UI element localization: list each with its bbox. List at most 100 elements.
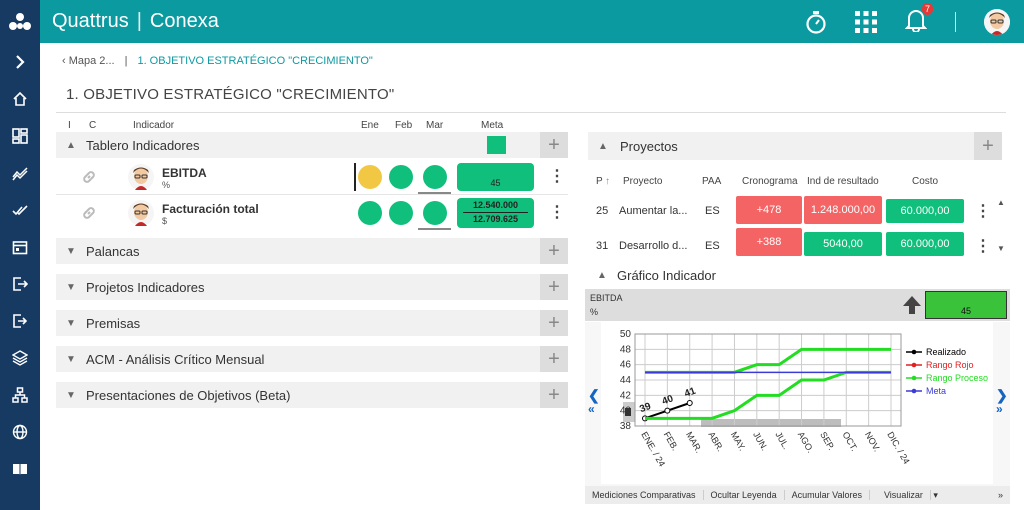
stopwatch-icon[interactable] [805, 10, 827, 34]
legend-label: Realizado [926, 347, 966, 357]
meta-box[interactable]: 45 [457, 163, 534, 191]
panel-grafico[interactable]: ▲ Gráfico Indicador [585, 262, 1010, 288]
comparative-button[interactable]: Mediciones Comparativas [585, 490, 704, 500]
next-period-icon[interactable]: ❯ [996, 387, 1008, 403]
indicator-name[interactable]: Facturación total [162, 202, 259, 216]
more-options-icon[interactable]: ⋮ [549, 204, 565, 221]
indicator-row: Facturación total $ 12.540.000 12.709.62… [56, 196, 568, 230]
month-status-ene[interactable] [358, 165, 382, 189]
scroll-down-icon[interactable]: ▼ [997, 244, 1005, 253]
last-period-icon[interactable]: » [996, 402, 1003, 416]
prev-period-icon[interactable]: ❮ [588, 387, 600, 403]
chevron-down-icon: ▼ [66, 281, 76, 293]
sidebar-item-structure[interactable] [0, 376, 40, 413]
sort-arrow-icon[interactable]: ↑ [605, 176, 610, 187]
hide-legend-button[interactable]: Ocultar Leyenda [704, 490, 785, 500]
more-options-icon[interactable]: ⋮ [975, 203, 991, 220]
panel-premisas[interactable]: ▼ Premisas + [56, 310, 568, 336]
panel-proyectos[interactable]: ▲ Proyectos + [588, 132, 1002, 160]
sidebar-item-import[interactable] [0, 302, 40, 339]
project-ind-resultado[interactable]: 1.248.000,00 [804, 196, 882, 224]
th-paa[interactable]: PAA [702, 176, 722, 187]
chart-indicator-name: EBITDA [590, 293, 623, 303]
indicator-row: EBITDA % 45 ⋮ [56, 160, 568, 194]
main-content: ‹ Mapa 2... | 1. OBJETIVO ESTRATÉGICO "C… [40, 43, 1024, 510]
add-button[interactable]: + [540, 274, 568, 300]
panel-tablero[interactable]: ▲ Tablero Indicadores + [56, 132, 568, 158]
add-button[interactable]: + [540, 346, 568, 372]
breadcrumb: ‹ Mapa 2... | 1. OBJETIVO ESTRATÉGICO "C… [62, 55, 373, 67]
sidebar-item-docs[interactable] [0, 450, 40, 487]
panel-projetos[interactable]: ▼ Projetos Indicadores + [56, 274, 568, 300]
sidebar-item-tasks[interactable] [0, 191, 40, 228]
project-costo[interactable]: 60.000,00 [886, 232, 964, 256]
chart-area: ❮ « ❯ » 38 40 42 44 46 48 50 ENE. / 24 FEB. MAR. A… [585, 322, 1010, 486]
meta-box[interactable]: 12.540.000 12.709.625 [457, 198, 534, 228]
month-status-ene[interactable] [358, 201, 382, 225]
project-name[interactable]: Desarrollo d... [619, 240, 688, 252]
panel-palancas[interactable]: ▼ Palancas + [56, 238, 568, 264]
mar-underline [418, 192, 451, 194]
add-button[interactable]: + [974, 132, 1002, 160]
link-icon[interactable] [81, 205, 97, 221]
month-status-mar[interactable] [423, 201, 447, 225]
user-avatar[interactable] [984, 8, 1010, 35]
month-status-feb[interactable] [389, 201, 413, 225]
chart-meta-value: 45 [960, 306, 971, 316]
add-button[interactable]: + [540, 132, 568, 158]
add-button[interactable]: + [540, 310, 568, 336]
expand-footer-icon[interactable]: » [997, 490, 1003, 500]
legend-label: Rango Proceso [926, 373, 988, 383]
sidebar-item-dashboard[interactable] [0, 117, 40, 154]
month-status-feb[interactable] [389, 165, 413, 189]
visualize-dropdown[interactable]: Visualizar ▾ [870, 489, 945, 501]
more-options-icon[interactable]: ⋮ [975, 238, 991, 255]
th-cronograma[interactable]: Cronograma [742, 176, 798, 187]
breadcrumb-current[interactable]: 1. OBJETIVO ESTRATÉGICO "CRECIMIENTO" [137, 55, 373, 67]
first-period-icon[interactable]: « [588, 402, 595, 416]
dashboard-icon [12, 127, 28, 144]
project-ind-resultado[interactable]: 5040,00 [804, 232, 882, 256]
project-costo[interactable]: 60.000,00 [886, 199, 964, 223]
trend-icon [12, 166, 28, 180]
th-proyecto[interactable]: Proyecto [623, 176, 663, 187]
sidebar-item-layers[interactable] [0, 339, 40, 376]
panel-title: Proyectos [620, 138, 678, 154]
month-status-mar[interactable] [423, 165, 447, 189]
add-button[interactable]: + [540, 238, 568, 264]
add-button[interactable]: + [540, 382, 568, 408]
exit-icon [13, 276, 28, 291]
scroll-up-icon[interactable]: ▲ [997, 198, 1005, 207]
legend-swatch-dot [911, 349, 917, 355]
double-check-icon [12, 204, 28, 215]
sidebar-item-home[interactable] [0, 80, 40, 117]
apps-grid-icon[interactable] [855, 10, 877, 33]
notifications-button[interactable]: 7 [904, 3, 933, 35]
panel-acm[interactable]: ▼ ACM - Análisis Crítico Mensual + [56, 346, 568, 372]
chart-scrollbar[interactable] [701, 419, 841, 427]
legend-swatch-dot [911, 362, 917, 368]
sidebar-expand[interactable] [0, 43, 40, 80]
sidebar-item-export[interactable] [0, 265, 40, 302]
sidebar-item-web[interactable] [0, 413, 40, 450]
project-cronograma[interactable]: +388 [736, 228, 802, 256]
link-icon[interactable] [81, 169, 97, 185]
more-options-icon[interactable]: ⋮ [549, 168, 565, 185]
th-p[interactable]: P [596, 176, 603, 187]
accumulate-button[interactable]: Acumular Valores [785, 490, 870, 500]
indicator-name[interactable]: EBITDA [162, 166, 207, 180]
owner-avatar [128, 164, 154, 190]
sidebar-item-calendar[interactable] [0, 228, 40, 265]
project-name[interactable]: Aumentar la... [619, 205, 688, 217]
th-ind-resultado[interactable]: Ind de resultado [807, 176, 879, 187]
sidebar-item-trends[interactable] [0, 154, 40, 191]
chevron-down-icon: ▼ [66, 245, 76, 257]
panel-presentaciones[interactable]: ▼ Presentaciones de Objetivos (Beta) + [56, 382, 568, 408]
legend-swatch-dot [911, 375, 917, 381]
project-cronograma[interactable]: +478 [736, 196, 802, 224]
breadcrumb-back[interactable]: ‹ Mapa 2... [62, 55, 115, 67]
app-logo[interactable] [0, 0, 40, 43]
trend-up-arrow-icon [903, 296, 921, 314]
th-costo[interactable]: Costo [912, 176, 939, 187]
